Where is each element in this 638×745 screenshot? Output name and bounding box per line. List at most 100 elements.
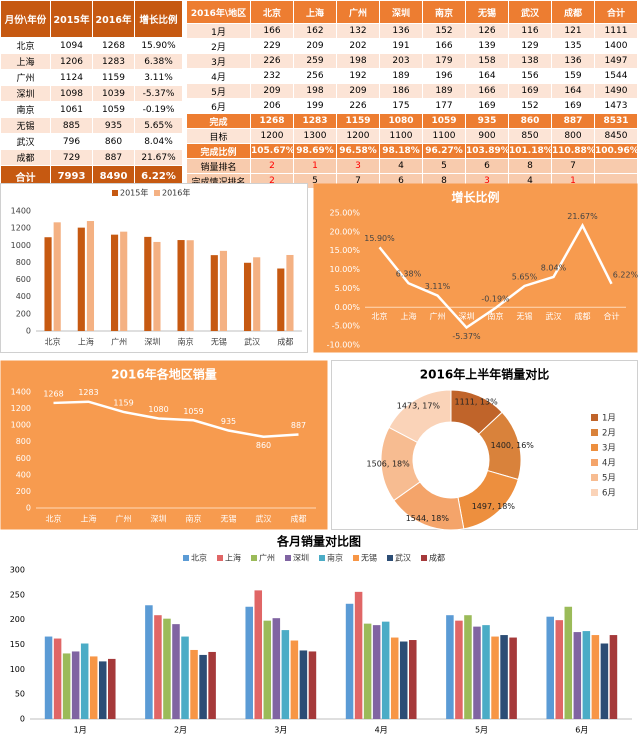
x-tick-label: 广州 [430,311,446,321]
x-tick-label: 武汉 [546,311,562,321]
table-cell: 1400 [594,38,638,54]
table-cell: 完成比例 [186,143,251,159]
table-cell: 完成 [186,113,251,129]
table-cell: 武汉 [0,133,51,150]
chart: 2016年各地区销量 0 200 400 600 800 1000 1200 1400 北京 上海 广… [0,360,328,530]
table-cell: 北京 [0,37,51,54]
header-cell: 无锡 [465,0,509,24]
table-cell: 136 [379,23,423,39]
bar [145,605,153,719]
legend-label: 南京 [327,553,343,563]
table-cell: 162 [293,23,337,39]
legend-label: 1月 [602,414,616,424]
bar [190,649,198,719]
bar [509,637,517,719]
y-tick-label: 0 [26,504,31,513]
bar [609,635,618,719]
table-cell: 110.88% [551,143,595,159]
data-label: 1473, 17% [397,402,441,411]
header-cell: 成都 [551,0,595,24]
x-tick-label: 3月 [274,726,287,735]
header-row: 月份\年份 2015年 2016年 增长比例 [0,0,183,38]
table-row: 1月 166 162 132 136 152 126 116 121 1111 [186,23,638,39]
table-cell: 179 [422,53,466,69]
bar [71,651,80,719]
bar [181,636,189,719]
table-cell: 1094 [50,37,93,54]
table-cell: 深圳 [0,85,51,102]
table-cell: 101.18% [508,143,552,159]
table-cell: 860 [92,133,135,150]
table-cell: 96.58% [336,143,380,159]
yearly-table: 月份\年份 2015年 2016年 增长比例 北京 1094 1268 15.90% 上海 120… [0,0,183,188]
table-cell: 目标 [186,128,251,144]
table-cell: 1283 [92,53,135,70]
bar [272,618,281,719]
bar [86,221,95,331]
legend-label: 深圳 [293,553,309,563]
bar [464,615,472,719]
data-label: 887 [291,421,306,430]
table-row: 4月 232 256 192 189 196 164 156 159 1544 [186,68,638,84]
table-cell: 1111 [594,23,638,39]
table-cell: 1061 [50,101,93,118]
y-tick-label: 800 [16,437,31,446]
x-tick-label: 2月 [174,726,187,735]
bar [491,636,499,719]
y-tick-label: 10.00% [329,265,360,274]
data-label: 5.65% [512,272,538,281]
table-cell: 1544 [594,68,638,84]
table-cell: 136 [551,53,595,69]
table-cell: 96.27% [422,143,466,159]
data-label: 6.38% [396,270,422,279]
legend-label: 北京 [191,553,207,563]
table-cell: 226 [336,98,380,114]
y-tick-label: 200 [16,309,31,318]
chart-title: 各月销量对比图 [276,534,361,549]
bar [446,615,454,719]
table-cell: 189 [379,68,423,84]
table-cell: 164 [465,68,509,84]
x-tick-label: 合计 [604,311,620,321]
table-cell: 5月 [186,83,251,99]
bar [177,240,185,331]
data-label: 21.67% [567,212,598,221]
line [53,400,299,438]
legend-swatch [591,474,598,481]
table-cell: 4月 [186,68,251,84]
table-cell: 3.11% [134,69,183,86]
bar [286,254,294,331]
table-cell: 1059 [422,113,466,129]
y-tick-label: 1000 [11,241,31,250]
table-cell: 1473 [594,98,638,114]
legend-label: 3月 [602,444,616,454]
table-cell: 158 [465,53,509,69]
data-label: 1497, 18% [472,502,516,511]
y-tick-label: 400 [16,292,31,301]
table-cell: 1059 [92,101,135,118]
bar [254,590,263,719]
table-row: 武汉 796 860 8.04% [0,133,183,150]
y-tick-label: 300 [10,566,25,575]
table-cell: 202 [336,38,380,54]
table-cell: 1月 [186,23,251,39]
bar [163,618,171,719]
legend-swatch [591,444,598,451]
table-cell: 1497 [594,53,638,69]
table-cell: 166 [422,38,466,54]
table-cell: 1039 [92,85,135,102]
table-row: 南京 1061 1059 -0.19% [0,101,183,118]
x-tick-label: 无锡 [221,515,237,524]
x-tick-label: 无锡 [517,312,533,321]
table-row: 3月 226 259 198 203 179 158 138 136 1497 [186,53,638,69]
table-cell: 1268 [250,113,294,129]
legend-label: 上海 [225,553,241,563]
data-label: 1111, 13% [454,398,498,407]
table-cell [594,158,638,174]
table-cell: 198 [293,83,337,99]
x-tick-label: 武汉 [256,514,272,524]
table-row: 6月 206 199 226 175 177 169 152 169 1473 [186,98,638,114]
y-tick-label: 0 [26,327,31,336]
table-cell: 900 [465,128,509,144]
monthly-table: 2016年\地区 北京 上海 广州 深圳 南京 无锡 武汉 成都 合计 1月 166 162 132 136… [186,0,638,189]
